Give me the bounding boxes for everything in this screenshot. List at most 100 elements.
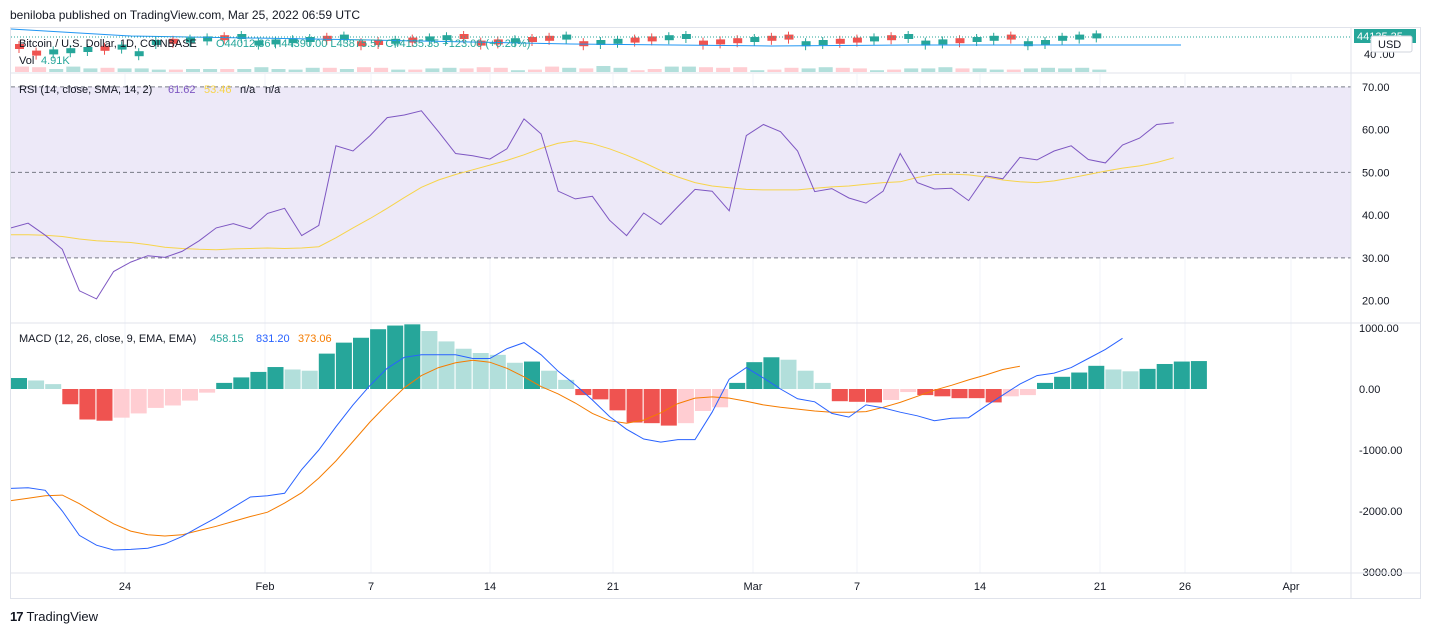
candle-body: [100, 45, 110, 51]
candle-body: [835, 38, 845, 44]
volume-bar: [887, 69, 902, 72]
macd-histogram-bar: [284, 369, 301, 389]
macd-tick-label: 1000.00: [1359, 323, 1399, 335]
candle-body: [203, 36, 213, 42]
series-title: Bitcoin / U.S. Dollar, 1D, COINBASE: [19, 38, 197, 50]
macd-histogram-bar: [45, 384, 62, 389]
volume-bar: [630, 70, 645, 72]
macd-tick-label: -2000.00: [1359, 506, 1402, 518]
volume-bar: [818, 67, 833, 72]
candle-body: [1023, 41, 1033, 47]
macd-histogram-bar: [404, 324, 421, 389]
candle-body: [15, 44, 24, 49]
time-tick-label: Mar: [744, 581, 763, 593]
macd-histogram-bar: [660, 389, 677, 426]
candle-body: [271, 39, 281, 45]
volume-bar: [49, 69, 64, 72]
rsi-value: 61.62: [168, 84, 196, 96]
candle-body: [237, 34, 247, 39]
volume-bar: [664, 66, 679, 72]
volume-title: Vol: [19, 55, 34, 67]
volume-bar: [1041, 67, 1055, 72]
macd-histogram-bar: [199, 389, 216, 393]
macd-histogram-bar: [130, 389, 147, 414]
macd-histogram-bar: [900, 389, 917, 393]
volume-bar: [579, 68, 594, 72]
macd-histogram-bar: [1139, 368, 1156, 389]
candle-body: [870, 36, 879, 42]
volume-bar: [151, 69, 166, 72]
macd-histogram-bar: [763, 357, 780, 389]
candle-body: [476, 40, 486, 46]
time-tick-label: 26: [1179, 581, 1191, 593]
macd-line: [10, 337, 1123, 551]
brand-name[interactable]: TradingView: [26, 609, 99, 624]
candle-body: [699, 40, 708, 46]
volume-bar: [288, 69, 303, 72]
chart-canvas[interactable]: Bitcoin / U.S. Dollar, 1D, COINBASE O440…: [10, 28, 1420, 598]
volume-bar: [699, 67, 713, 72]
ohlc-label: O44012.36 H44390.00 L43875.57 C44135.35 …: [216, 38, 530, 50]
macd-histogram-bar: [524, 361, 540, 389]
time-tick-label: 21: [607, 581, 619, 593]
macd-histogram-bar: [951, 389, 968, 399]
volume-bar: [203, 69, 218, 72]
volume-bar: [596, 66, 611, 72]
macd-histogram-bar: [353, 337, 369, 389]
candle-body: [955, 38, 965, 44]
volume-bar: [1006, 69, 1021, 72]
volume-bar: [938, 67, 953, 72]
macd-histogram-bar: [387, 325, 404, 389]
candle-body: [391, 38, 401, 44]
candle-body: [938, 39, 948, 45]
volume-bar: [186, 69, 200, 72]
volume-bar: [237, 69, 252, 72]
macd-histogram-bar: [11, 378, 27, 389]
macd-value: 831.20: [256, 333, 290, 345]
macd-histogram-bar: [62, 389, 79, 405]
volume-bar: [374, 67, 389, 72]
candle-body: [630, 37, 640, 43]
macd-histogram-bar: [1054, 376, 1071, 389]
volume-bar: [83, 68, 98, 72]
rsi-pane[interactable]: 70.00 60.00 50.00 40.00 30.00 20.00 RSI (14, …: [10, 82, 1390, 308]
macd-signal-line: [10, 359, 1020, 537]
rsi-title: RSI (14, close, SMA, 14, 2): [19, 84, 152, 96]
volume-bar: [357, 67, 371, 72]
rsi-axis: 70.00 60.00 50.00 40.00 30.00 20.00: [1362, 82, 1390, 308]
macd-histogram-bar: [318, 353, 335, 389]
candle-body: [613, 38, 623, 44]
candle-body: [168, 38, 178, 44]
tradingview-logo-icon[interactable]: 17: [10, 609, 24, 624]
macd-histogram-bar: [147, 389, 164, 408]
macd-histogram-bar: [28, 380, 45, 389]
macd-pane[interactable]: 1000.000.00-1000.00-2000.00-3000.00 MACD…: [10, 323, 1402, 579]
macd-histogram-bar: [831, 389, 848, 402]
chart-frame[interactable]: Bitcoin / U.S. Dollar, 1D, COINBASE O440…: [10, 27, 1421, 599]
volume-bar: [613, 67, 628, 72]
macd-histogram-bar: [1071, 372, 1088, 389]
candle-body: [83, 47, 93, 52]
candle-body: [374, 40, 384, 45]
macd-histogram-bar: [883, 389, 900, 400]
candle-body: [408, 37, 418, 43]
volume-bar: [528, 69, 542, 72]
macd-tick-label: -1000.00: [1359, 445, 1402, 457]
macd-histogram-bar: [164, 389, 181, 406]
currency-button[interactable]: [1370, 35, 1413, 53]
candle-body: [151, 40, 161, 45]
macd-histogram-bar: [985, 389, 1002, 403]
volume-bar: [510, 70, 525, 72]
candle-body: [1092, 33, 1102, 39]
price-pane[interactable]: Bitcoin / U.S. Dollar, 1D, COINBASE O440…: [10, 28, 1416, 72]
time-tick-label: Feb: [256, 581, 275, 593]
candle-body: [716, 39, 726, 45]
time-tick-label: 14: [484, 581, 496, 593]
candle-body: [288, 38, 298, 44]
time-axis[interactable]: 24 Feb 7 14 21 Mar 7 14 21 26 Apr: [119, 581, 1300, 593]
macd-histogram-bar: [1190, 361, 1207, 389]
rsi-na-2: n/a: [265, 84, 281, 96]
volume-bar: [870, 70, 884, 72]
volume-bar: [750, 70, 765, 72]
macd-histogram-bar: [558, 379, 575, 389]
